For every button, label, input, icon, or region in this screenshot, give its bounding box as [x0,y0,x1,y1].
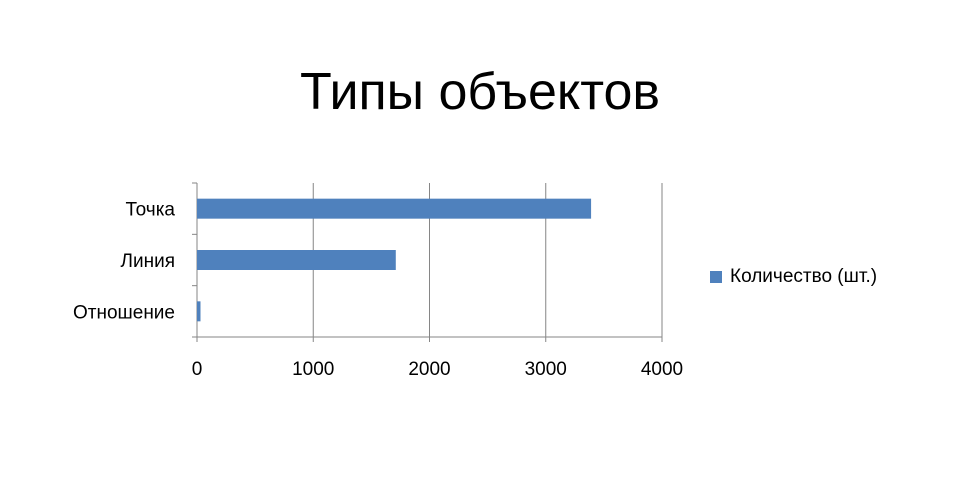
legend: Количество (шт.) [710,266,877,288]
bar [197,301,201,322]
x-tick-label: 3000 [525,359,567,380]
legend-swatch [710,271,722,283]
bar [197,250,396,270]
x-tick-label: 4000 [641,359,683,380]
chart-title: Типы объектов [299,63,660,121]
category-label: Точка [126,200,176,221]
legend-label: Количество (шт.) [730,266,878,287]
category-label: Линия [121,251,175,272]
x-tick-label: 1000 [292,359,334,380]
bar [197,198,592,219]
bars [197,198,592,322]
category-label: Отношение [73,302,175,323]
x-tick-label: 0 [192,359,203,380]
x-tick-label: 2000 [408,359,450,380]
axis-labels: 0 1000 2000 3000 4000 Точка Линия Отношение [73,200,683,380]
